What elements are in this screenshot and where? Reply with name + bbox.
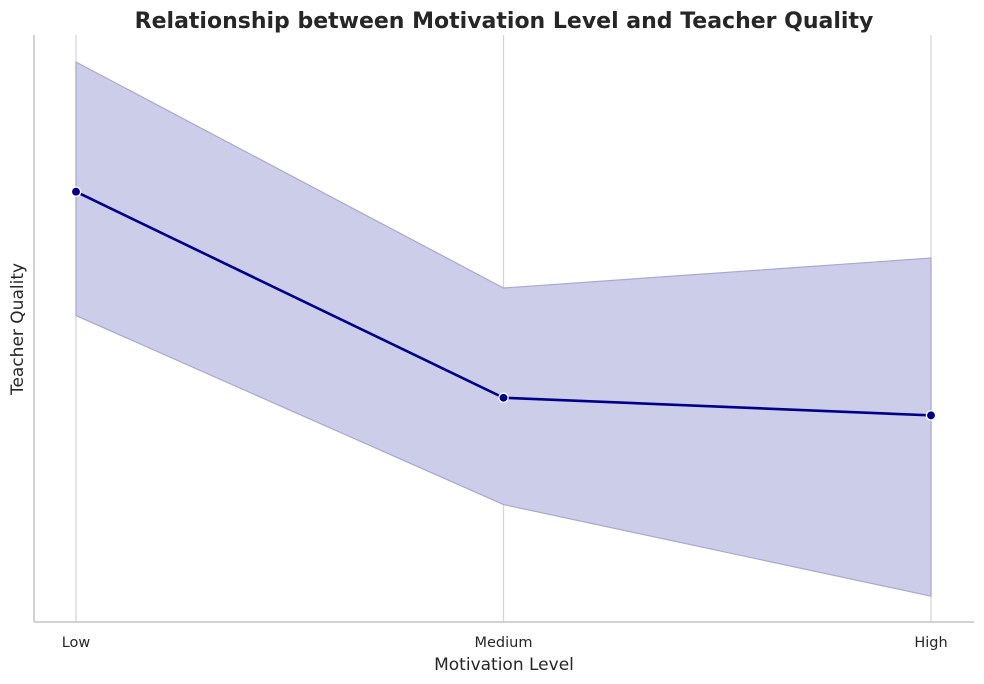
y-axis-label: Teacher Quality	[8, 263, 28, 396]
chart-title: Relationship between Motivation Level an…	[135, 9, 874, 34]
x-tick-label: High	[914, 635, 947, 651]
confidence-bands	[75, 61, 932, 597]
data-point	[498, 392, 509, 404]
confidence-band	[75, 61, 932, 597]
x-axis-label: Motivation Level	[434, 655, 574, 675]
data-point	[925, 410, 937, 421]
x-tick-labels: Low Medium High	[62, 635, 948, 651]
x-tick-label: Low	[62, 635, 91, 651]
x-tick-label: Medium	[475, 635, 533, 651]
data-point	[70, 186, 82, 197]
series-markers	[70, 186, 937, 421]
